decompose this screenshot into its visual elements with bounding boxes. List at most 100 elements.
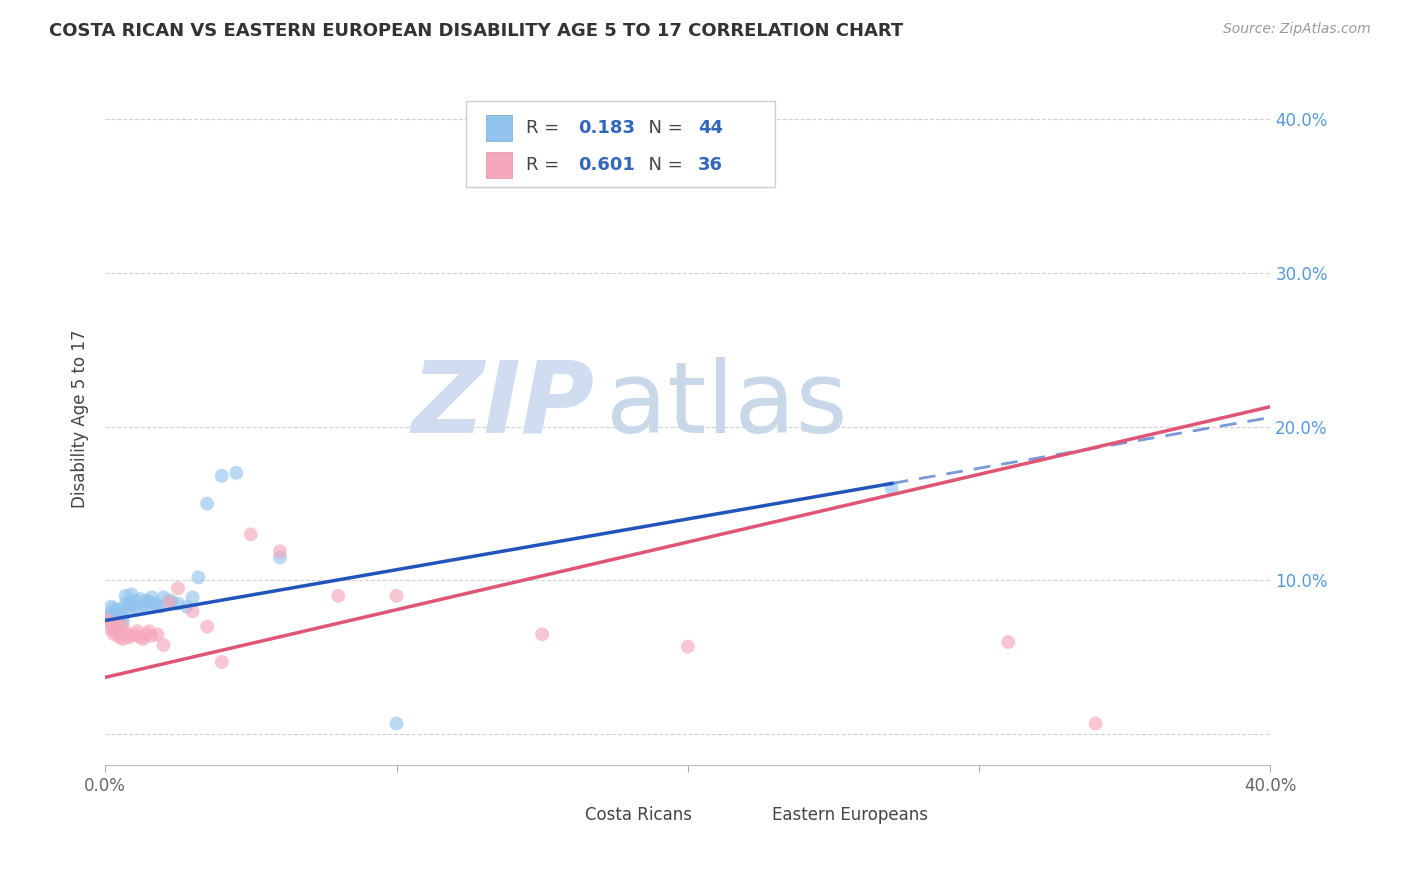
Point — [129, 591, 152, 606]
Point — [108, 608, 131, 623]
Text: Eastern Europeans: Eastern Europeans — [772, 805, 928, 824]
Point — [141, 629, 163, 643]
Point — [135, 593, 157, 607]
FancyBboxPatch shape — [740, 805, 761, 824]
Point — [114, 589, 136, 603]
Point — [124, 593, 146, 607]
Point — [676, 640, 699, 654]
Point — [167, 597, 190, 611]
Point — [117, 597, 139, 611]
FancyBboxPatch shape — [554, 805, 575, 824]
Point — [129, 631, 152, 645]
Text: R =: R = — [526, 120, 565, 137]
Point — [105, 604, 128, 618]
Point — [997, 635, 1019, 649]
Point — [157, 595, 180, 609]
Point — [120, 629, 142, 643]
Point — [143, 597, 166, 611]
Point — [105, 614, 128, 628]
Point — [146, 598, 169, 612]
Point — [111, 610, 134, 624]
Point — [111, 615, 134, 629]
Point — [167, 581, 190, 595]
Point — [211, 469, 233, 483]
Point — [111, 604, 134, 618]
Point — [181, 591, 204, 605]
Point — [97, 614, 120, 628]
Point — [146, 627, 169, 641]
Text: 0.183: 0.183 — [578, 120, 636, 137]
Text: N =: N = — [637, 156, 688, 174]
Point — [132, 632, 155, 646]
Point — [108, 631, 131, 645]
Text: 44: 44 — [699, 120, 723, 137]
Point — [181, 604, 204, 618]
Y-axis label: Disability Age 5 to 17: Disability Age 5 to 17 — [72, 330, 89, 508]
Point — [385, 716, 408, 731]
Point — [138, 599, 160, 614]
Point — [111, 632, 134, 646]
Point — [195, 497, 218, 511]
Point — [141, 591, 163, 605]
Point — [225, 466, 247, 480]
Point — [157, 593, 180, 607]
Point — [120, 587, 142, 601]
Point — [100, 616, 122, 631]
Point — [105, 625, 128, 640]
Point — [114, 597, 136, 611]
Point — [111, 619, 134, 633]
Text: R =: R = — [526, 156, 565, 174]
Point — [880, 481, 903, 495]
Point — [120, 598, 142, 612]
Text: N =: N = — [637, 120, 688, 137]
Point — [103, 601, 125, 615]
Point — [108, 616, 131, 631]
Point — [124, 627, 146, 641]
Text: Costa Ricans: Costa Ricans — [585, 805, 692, 824]
Point — [1084, 716, 1107, 731]
Point — [100, 607, 122, 622]
Point — [97, 608, 120, 623]
Text: Source: ZipAtlas.com: Source: ZipAtlas.com — [1223, 22, 1371, 37]
Point — [211, 655, 233, 669]
Point — [385, 589, 408, 603]
Point — [195, 619, 218, 633]
Point — [328, 589, 350, 603]
Point — [531, 627, 554, 641]
Point — [103, 619, 125, 633]
Text: 0.601: 0.601 — [578, 156, 636, 174]
Point — [132, 598, 155, 612]
Point — [108, 623, 131, 637]
FancyBboxPatch shape — [486, 152, 512, 178]
Point — [108, 603, 131, 617]
Point — [269, 550, 291, 565]
Point — [117, 631, 139, 645]
Point — [100, 623, 122, 637]
Text: COSTA RICAN VS EASTERN EUROPEAN DISABILITY AGE 5 TO 17 CORRELATION CHART: COSTA RICAN VS EASTERN EUROPEAN DISABILI… — [49, 22, 904, 40]
Point — [149, 599, 172, 614]
Text: ZIP: ZIP — [412, 357, 595, 454]
Point — [124, 599, 146, 614]
Point — [100, 599, 122, 614]
Point — [127, 624, 149, 639]
Point — [114, 625, 136, 640]
Point — [176, 599, 198, 614]
Point — [160, 595, 183, 609]
Point — [152, 638, 174, 652]
Text: 36: 36 — [699, 156, 723, 174]
Point — [239, 527, 262, 541]
Point — [269, 544, 291, 558]
FancyBboxPatch shape — [486, 115, 512, 142]
Point — [103, 623, 125, 637]
Point — [103, 627, 125, 641]
Point — [152, 591, 174, 605]
Point — [127, 601, 149, 615]
FancyBboxPatch shape — [467, 101, 775, 187]
Point — [138, 624, 160, 639]
Point — [187, 570, 209, 584]
Point — [138, 595, 160, 609]
Point — [117, 601, 139, 615]
Text: atlas: atlas — [606, 357, 848, 454]
Point — [105, 618, 128, 632]
Point — [135, 627, 157, 641]
